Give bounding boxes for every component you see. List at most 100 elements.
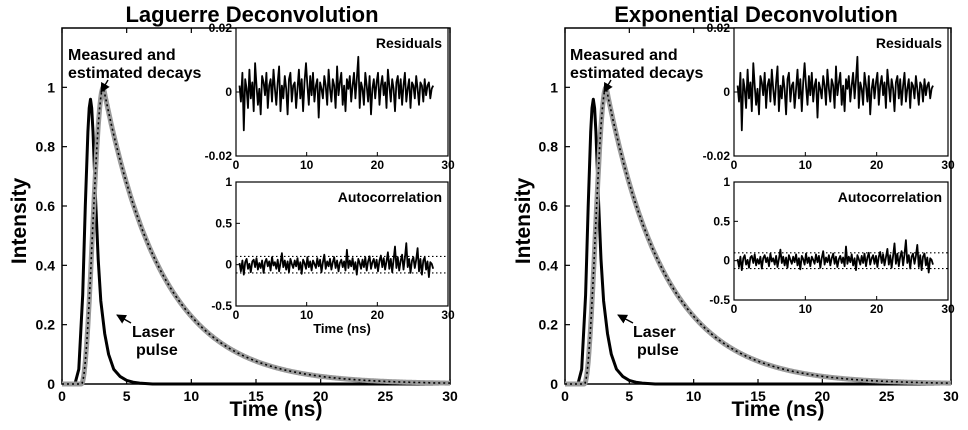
y-tick-label: 0.4 bbox=[36, 257, 56, 273]
inset-y-tick-label: 0 bbox=[723, 85, 730, 99]
inset-title: Residuals bbox=[376, 35, 442, 51]
annotation-laser-line: Laser bbox=[132, 324, 175, 341]
inset-y-tick-label: -0.02 bbox=[205, 149, 233, 163]
series-estimated-line bbox=[61, 86, 451, 385]
annotation-decays: Measured and estimated decays bbox=[570, 47, 704, 82]
annotation-decays: Measured and estimated decays bbox=[68, 47, 202, 82]
inset-x-tick-label: 0 bbox=[233, 308, 240, 322]
y-tick-label: 0.2 bbox=[539, 317, 559, 333]
inset-x-tick-label: 30 bbox=[441, 308, 455, 322]
annotation-decays-line: Measured and bbox=[570, 47, 678, 64]
inset-title: Autocorrelation bbox=[338, 189, 442, 205]
x-tick-label: 15 bbox=[248, 388, 264, 404]
inset-x-axis-label: Time (ns) bbox=[313, 321, 371, 336]
x-tick-label: 30 bbox=[943, 388, 959, 404]
inset-y-tick-label: -0.5 bbox=[709, 293, 730, 307]
y-tick-label: 0.4 bbox=[539, 257, 559, 273]
inset-x-tick-label: 30 bbox=[441, 158, 455, 172]
inset-x-tick-label: 30 bbox=[941, 158, 955, 172]
inset-x-tick-label: 0 bbox=[233, 158, 240, 172]
annotation-laser-line: pulse bbox=[136, 342, 178, 359]
inset-x-tick-label: 0 bbox=[731, 302, 738, 316]
y-axis-label: Intensity bbox=[512, 178, 535, 265]
annotation-laser-line: Laser bbox=[633, 324, 676, 341]
annotation-decays-line: estimated decays bbox=[68, 65, 202, 82]
x-tick-label: 10 bbox=[184, 388, 200, 404]
inset-y-tick-label: 1 bbox=[225, 175, 232, 189]
annotation-decays-arrow bbox=[100, 79, 110, 93]
inset-x-tick-label: 20 bbox=[870, 302, 884, 316]
inset-residuals-line bbox=[736, 55, 934, 132]
x-tick-label: 0 bbox=[58, 388, 66, 404]
x-tick-label: 5 bbox=[625, 388, 633, 404]
y-tick-label: 0.6 bbox=[36, 198, 56, 214]
inset-y-tick-label: 0 bbox=[225, 258, 232, 272]
inset-residuals-line bbox=[238, 55, 435, 132]
annotation-decays-line: estimated decays bbox=[570, 65, 704, 82]
x-tick-label: 0 bbox=[561, 388, 569, 404]
x-tick-label: 25 bbox=[378, 388, 394, 404]
x-axis-label: Time (ns) bbox=[732, 398, 825, 421]
annotation-laser-arrow bbox=[116, 314, 132, 324]
inset-x-tick-label: 20 bbox=[870, 158, 884, 172]
inset-x-tick-label: 10 bbox=[300, 308, 314, 322]
annotation-laser: Laser pulse bbox=[132, 324, 178, 359]
x-tick-label: 5 bbox=[123, 388, 131, 404]
inset-autocorrelation-line bbox=[736, 239, 934, 274]
inset-x-tick-label: 20 bbox=[371, 308, 385, 322]
annotation-laser: Laser pulse bbox=[633, 324, 679, 359]
inset-x-tick-label: 10 bbox=[300, 158, 314, 172]
y-axis-label: Intensity bbox=[8, 178, 31, 265]
inset-autocorrelation-line bbox=[238, 242, 435, 278]
chart-title: Exponential Deconvolution bbox=[614, 2, 898, 27]
x-tick-label: 20 bbox=[815, 388, 831, 404]
inset-frame bbox=[235, 181, 449, 307]
y-tick-label: 0.2 bbox=[36, 317, 56, 333]
inset-y-tick-label: 0 bbox=[225, 85, 232, 99]
inset-x-tick-label: 30 bbox=[941, 302, 955, 316]
series-laser-line bbox=[576, 97, 951, 386]
y-tick-label: 0 bbox=[550, 376, 558, 392]
inset-y-tick-label: 1 bbox=[723, 175, 730, 189]
x-tick-label: 10 bbox=[686, 388, 702, 404]
y-tick-label: 0.8 bbox=[36, 139, 56, 155]
inset-y-tick-label: -0.02 bbox=[703, 149, 731, 163]
inset-title: Residuals bbox=[876, 35, 942, 51]
inset-y-tick-label: 0.5 bbox=[713, 214, 730, 228]
chart-title: Laguerre Deconvolution bbox=[125, 2, 378, 27]
x-tick-label: 20 bbox=[313, 388, 329, 404]
x-tick-label: 25 bbox=[879, 388, 895, 404]
y-tick-label: 1 bbox=[550, 79, 558, 95]
inset-x-tick-label: 20 bbox=[371, 158, 385, 172]
x-tick-label: 15 bbox=[750, 388, 766, 404]
y-tick-label: 1 bbox=[47, 79, 55, 95]
y-tick-label: 0.6 bbox=[539, 198, 559, 214]
x-tick-label: 30 bbox=[442, 388, 458, 404]
annotation-decays-line: Measured and bbox=[68, 47, 176, 64]
inset-x-tick-label: 10 bbox=[799, 158, 813, 172]
series-estimated-line bbox=[564, 86, 952, 385]
annotation-decays-arrow bbox=[603, 79, 613, 93]
series-laser-line bbox=[73, 97, 450, 386]
inset-y-tick-label: 0.02 bbox=[707, 21, 731, 35]
annotation-laser-line: pulse bbox=[637, 342, 679, 359]
inset-x-tick-label: 0 bbox=[731, 158, 738, 172]
inset-x-tick-label: 10 bbox=[799, 302, 813, 316]
annotation-laser-arrow bbox=[617, 314, 634, 324]
y-tick-label: 0.8 bbox=[539, 139, 559, 155]
inset-title: Autocorrelation bbox=[838, 189, 942, 205]
inset-y-tick-label: 0.02 bbox=[209, 21, 233, 35]
inset-y-tick-label: -0.5 bbox=[211, 299, 232, 313]
inset-y-tick-label: 0.5 bbox=[215, 216, 232, 230]
y-tick-label: 0 bbox=[47, 376, 55, 392]
inset-frame bbox=[733, 181, 949, 301]
x-axis-label: Time (ns) bbox=[230, 398, 323, 421]
inset-y-tick-label: 0 bbox=[723, 254, 730, 268]
